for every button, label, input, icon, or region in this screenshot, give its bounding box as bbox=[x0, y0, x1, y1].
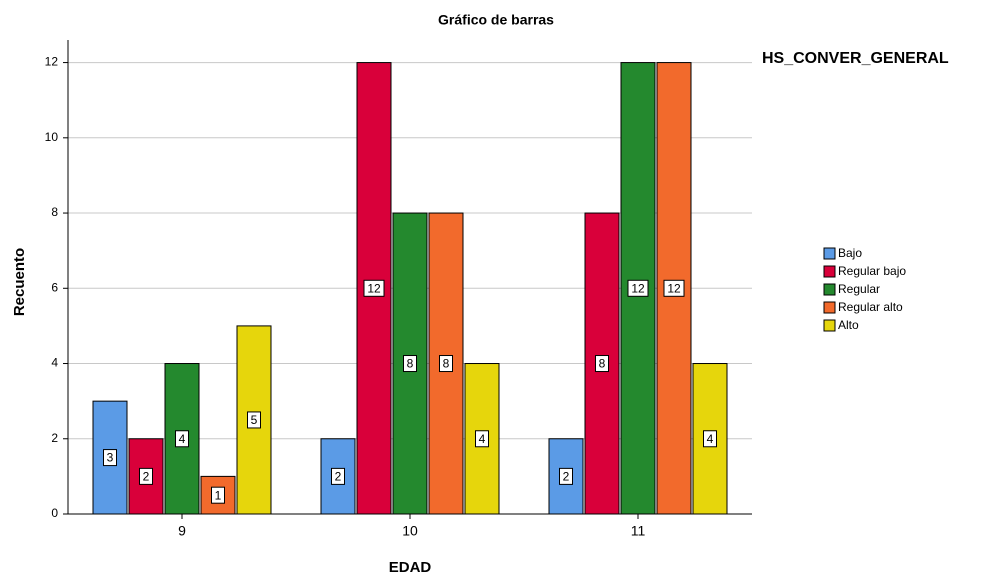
data-label-box bbox=[331, 467, 345, 485]
data-label: 2 bbox=[335, 470, 342, 484]
data-label-box bbox=[139, 467, 153, 485]
bar bbox=[200, 475, 236, 515]
legend-label: Alto bbox=[838, 318, 859, 332]
legend-swatch bbox=[823, 247, 836, 260]
y-tick-label: 0 bbox=[51, 506, 58, 520]
data-label: 12 bbox=[631, 281, 645, 295]
data-label-box bbox=[363, 279, 385, 297]
legend-label: Regular bajo bbox=[838, 264, 906, 278]
data-label-box bbox=[439, 355, 453, 373]
y-tick-label: 4 bbox=[51, 356, 58, 370]
y-tick-label: 12 bbox=[45, 55, 59, 69]
legend-swatch bbox=[823, 319, 836, 332]
y-axis-title: Recuento bbox=[11, 248, 28, 316]
legend-label: Regular bbox=[838, 282, 880, 296]
y-tick-label: 8 bbox=[51, 205, 58, 219]
data-label-box bbox=[663, 279, 685, 297]
data-label-box bbox=[627, 279, 649, 297]
data-label: 3 bbox=[107, 451, 114, 465]
data-label: 8 bbox=[443, 357, 450, 371]
y-tick-label: 10 bbox=[45, 130, 59, 144]
x-tick-label: 9 bbox=[178, 523, 186, 539]
data-label: 4 bbox=[707, 432, 714, 446]
data-label-box bbox=[247, 411, 261, 429]
data-label-box bbox=[103, 449, 117, 467]
data-label: 8 bbox=[407, 357, 414, 371]
data-label: 8 bbox=[599, 357, 606, 371]
data-label-box bbox=[211, 486, 225, 504]
data-label: 12 bbox=[667, 281, 681, 295]
data-label-box bbox=[703, 430, 717, 448]
legend-title: HS_CONVER_GENERAL bbox=[762, 50, 949, 67]
data-label-box bbox=[595, 355, 609, 373]
data-label-box bbox=[175, 430, 189, 448]
x-axis-title: EDAD bbox=[389, 559, 432, 576]
legend-swatch bbox=[823, 265, 836, 278]
y-tick-label: 6 bbox=[51, 280, 58, 294]
data-label: 2 bbox=[563, 470, 570, 484]
x-tick-label: 11 bbox=[631, 523, 646, 539]
chart-title: Gráfico de barras bbox=[438, 12, 554, 28]
data-label-box bbox=[559, 467, 573, 485]
legend-label: Bajo bbox=[838, 246, 862, 260]
legend-swatch bbox=[823, 283, 836, 296]
legend-swatch bbox=[823, 301, 836, 314]
data-label: 12 bbox=[367, 281, 381, 295]
data-label-box bbox=[475, 430, 489, 448]
legend-label: Regular alto bbox=[838, 300, 903, 314]
data-label: 4 bbox=[179, 432, 186, 446]
data-label: 5 bbox=[251, 413, 258, 427]
data-label: 2 bbox=[143, 470, 150, 484]
data-label-box bbox=[403, 355, 417, 373]
x-tick-label: 10 bbox=[402, 523, 418, 539]
data-label: 1 bbox=[215, 488, 222, 502]
data-label: 4 bbox=[479, 432, 486, 446]
y-tick-label: 2 bbox=[51, 431, 58, 445]
